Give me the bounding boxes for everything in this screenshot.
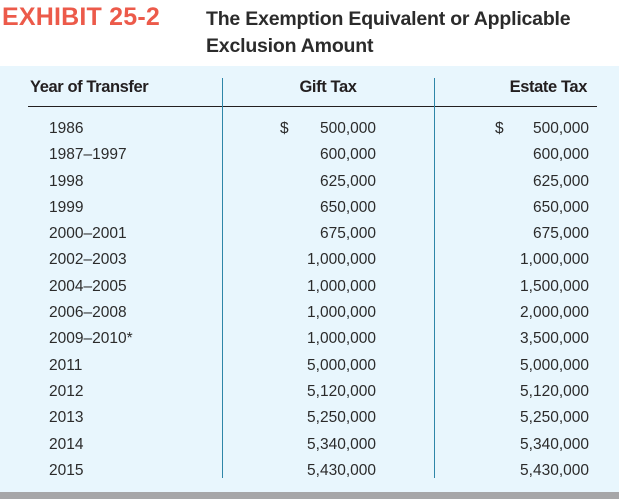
column-divider-1: [222, 78, 223, 478]
gift-tax-cell: 500,000: [319, 120, 376, 137]
gift-tax-cell: 5,120,000: [307, 382, 376, 400]
year-cell: 2009–2010*: [49, 330, 133, 348]
exhibit-title-line-2: Exclusion Amount: [206, 35, 374, 57]
estate-tax-cell: 1,000,000: [520, 251, 589, 269]
exhibit-title-line-1: The Exemption Equivalent or Applicable: [206, 8, 571, 30]
year-cell: 1999: [49, 198, 84, 216]
year-cell: 2011: [49, 356, 83, 374]
estate-tax-cell: 1,500,000: [520, 277, 589, 295]
table-row: 1986 $ 500,000 $ 500,000: [0, 118, 619, 144]
header-gift-tax: Gift Tax: [299, 78, 357, 96]
estate-tax-cell: 3,500,000: [520, 330, 589, 348]
gift-tax-cell: 625,000: [319, 172, 376, 190]
year-cell: 2002–2003: [49, 251, 127, 269]
exhibit-title: The Exemption Equivalent or Applicable E…: [206, 6, 571, 60]
table-row: 1999 650,000 650,000: [0, 197, 619, 223]
gift-tax-cell: 1,000,000: [307, 251, 376, 269]
year-cell: 1986: [49, 120, 84, 137]
column-divider-2: [434, 78, 435, 478]
table-row: 2012 5,120,000 5,120,000: [0, 381, 619, 407]
table-row: 1998 625,000 625,000: [0, 171, 619, 197]
estate-tax-cell: 5,000,000: [520, 356, 589, 374]
year-cell: 2006–2008: [49, 304, 127, 322]
year-cell: 2000–2001: [49, 225, 127, 243]
table-row: 2004–2005 1,000,000 1,500,000: [0, 276, 619, 302]
gift-tax-cell: 1,000,000: [307, 277, 376, 295]
estate-tax-cell: 675,000: [532, 225, 589, 243]
table-row: 2000–2001 675,000 675,000: [0, 223, 619, 249]
estate-tax-cell: 625,000: [532, 172, 589, 190]
estate-currency: $: [495, 120, 504, 137]
estate-tax-cell: 600,000: [532, 146, 589, 164]
estate-tax-cell: 5,430,000: [520, 461, 589, 479]
year-cell: 2014: [49, 435, 84, 453]
table-row: 2009–2010* 1,000,000 3,500,000: [0, 328, 619, 354]
table-row: 2015 5,430,000 5,430,000: [0, 460, 619, 486]
table-row: 2014 5,340,000 5,340,000: [0, 434, 619, 460]
exhibit-label: EXHIBIT 25-2: [2, 3, 161, 31]
year-cell: 2015: [49, 461, 84, 479]
estate-tax-cell: 5,340,000: [520, 435, 589, 453]
estate-tax-cell: 5,120,000: [520, 382, 589, 400]
gift-tax-cell: 5,000,000: [307, 356, 376, 374]
header-year-of-transfer: Year of Transfer: [30, 78, 149, 96]
gift-currency: $: [280, 120, 289, 137]
gift-tax-cell: 1,000,000: [307, 330, 376, 348]
gift-tax-cell: 675,000: [319, 225, 376, 243]
year-cell: 2012: [49, 382, 84, 400]
gift-tax-cell: 5,430,000: [307, 461, 376, 479]
estate-tax-cell: 650,000: [532, 198, 589, 216]
header-rule: [28, 106, 597, 107]
estate-tax-cell: 500,000: [532, 120, 589, 137]
year-cell: 2013: [49, 409, 84, 427]
gift-tax-cell: 650,000: [319, 198, 376, 216]
table-row: 2006–2008 1,000,000 2,000,000: [0, 302, 619, 328]
table-row: 2011 5,000,000 5,000,000: [0, 355, 619, 381]
table-panel: [0, 66, 619, 492]
table-row: 1987–1997 600,000 600,000: [0, 144, 619, 170]
year-cell: 1998: [49, 172, 84, 190]
estate-tax-cell: 2,000,000: [520, 304, 589, 322]
gift-tax-cell: 1,000,000: [307, 304, 376, 322]
table-row: 2013 5,250,000 5,250,000: [0, 407, 619, 433]
gift-tax-cell: 5,250,000: [307, 409, 376, 427]
table-body: 1986 $ 500,000 $ 500,000 1987–1997 600,0…: [0, 118, 619, 486]
year-cell: 2004–2005: [49, 277, 127, 295]
gift-tax-cell: 5,340,000: [307, 435, 376, 453]
header-estate-tax: Estate Tax: [509, 78, 588, 96]
year-cell: 1987–1997: [49, 146, 127, 164]
estate-tax-cell: 5,250,000: [520, 409, 589, 427]
gift-tax-cell: 600,000: [319, 146, 376, 164]
table-row: 2002–2003 1,000,000 1,000,000: [0, 249, 619, 275]
bottom-bar: [0, 492, 619, 499]
